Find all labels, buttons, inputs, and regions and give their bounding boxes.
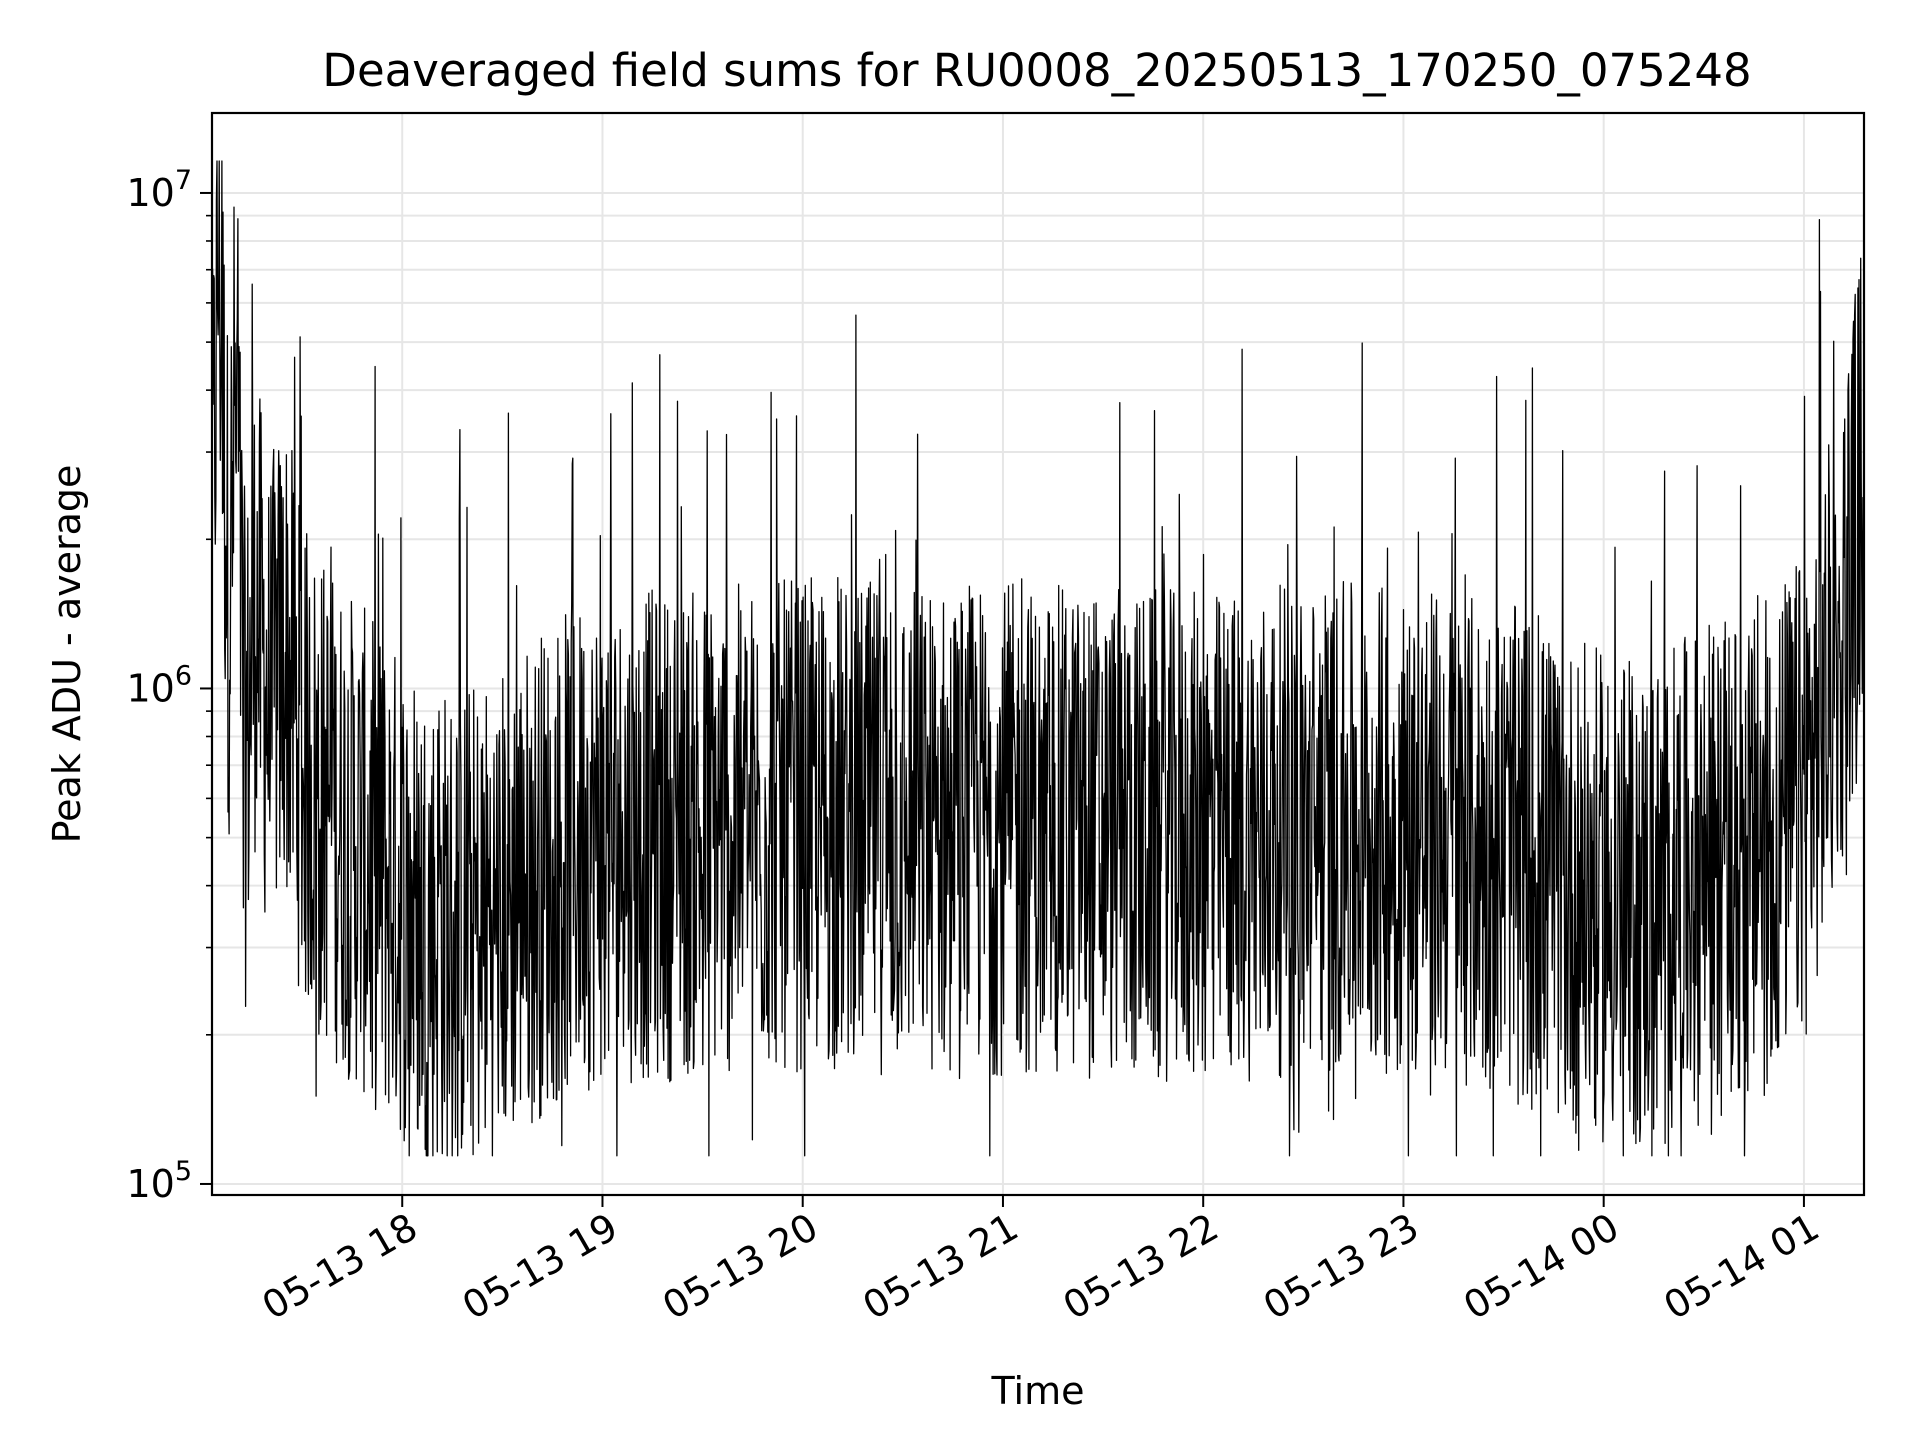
series-line: [211, 160, 1865, 1157]
y-tick-label: 106: [126, 660, 192, 710]
x-axis-label: Time: [991, 1369, 1085, 1413]
plot-frame: [210, 111, 1866, 1197]
y-axis-label: Peak ADU - average: [45, 465, 89, 844]
y-tick-label: 105: [126, 1156, 192, 1206]
chart-title: Deaveraged field sums for RU0008_2025051…: [322, 44, 1751, 97]
y-axis: 105 106 107: [126, 165, 212, 1206]
series-path: [211, 160, 1865, 1157]
y-tick-label: 107: [126, 165, 192, 215]
